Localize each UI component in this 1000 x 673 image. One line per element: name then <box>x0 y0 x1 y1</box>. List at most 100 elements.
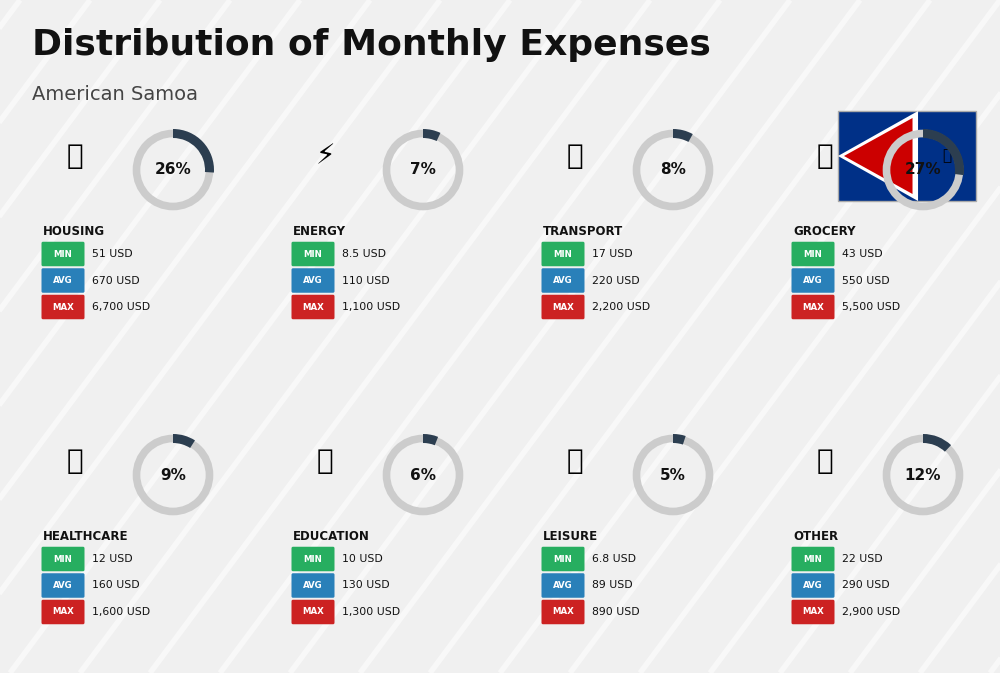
Text: 43 USD: 43 USD <box>842 249 883 259</box>
Text: MAX: MAX <box>52 608 74 616</box>
Polygon shape <box>838 111 918 201</box>
Text: 12 USD: 12 USD <box>92 554 133 564</box>
FancyBboxPatch shape <box>42 600 84 625</box>
Text: MAX: MAX <box>52 302 74 312</box>
Wedge shape <box>423 434 438 446</box>
Text: MIN: MIN <box>304 555 322 563</box>
Text: MIN: MIN <box>554 555 572 563</box>
Text: MAX: MAX <box>302 302 324 312</box>
FancyBboxPatch shape <box>292 573 334 598</box>
Wedge shape <box>173 129 214 172</box>
Text: 51 USD: 51 USD <box>92 249 133 259</box>
Text: AVG: AVG <box>803 581 823 590</box>
Text: 2,900 USD: 2,900 USD <box>842 607 900 617</box>
Text: LEISURE: LEISURE <box>543 530 598 543</box>
Text: 12%: 12% <box>905 468 941 483</box>
Text: HEALTHCARE: HEALTHCARE <box>43 530 128 543</box>
FancyBboxPatch shape <box>42 269 84 293</box>
Text: AVG: AVG <box>303 581 323 590</box>
Polygon shape <box>844 118 913 194</box>
Text: 160 USD: 160 USD <box>92 581 140 590</box>
Text: EDUCATION: EDUCATION <box>293 530 370 543</box>
Text: ⚡: ⚡ <box>315 142 335 170</box>
Text: 7%: 7% <box>410 162 436 178</box>
Text: 110 USD: 110 USD <box>342 275 390 285</box>
FancyBboxPatch shape <box>542 600 585 625</box>
Text: 🩺: 🩺 <box>67 447 83 475</box>
FancyBboxPatch shape <box>542 242 585 267</box>
Wedge shape <box>423 129 440 141</box>
FancyBboxPatch shape <box>292 269 334 293</box>
Text: 2,200 USD: 2,200 USD <box>592 302 650 312</box>
Text: MIN: MIN <box>54 250 72 258</box>
FancyBboxPatch shape <box>838 111 976 201</box>
Text: 670 USD: 670 USD <box>92 275 140 285</box>
Wedge shape <box>673 129 693 142</box>
Text: 27%: 27% <box>905 162 941 178</box>
Text: MIN: MIN <box>804 555 822 563</box>
Text: 9%: 9% <box>160 468 186 483</box>
FancyBboxPatch shape <box>792 546 835 571</box>
FancyBboxPatch shape <box>42 242 84 267</box>
FancyBboxPatch shape <box>292 295 334 319</box>
Text: 130 USD: 130 USD <box>342 581 390 590</box>
FancyBboxPatch shape <box>792 269 835 293</box>
Text: 89 USD: 89 USD <box>592 581 633 590</box>
Text: 🏢: 🏢 <box>67 142 83 170</box>
Text: HOUSING: HOUSING <box>43 225 105 238</box>
Text: Distribution of Monthly Expenses: Distribution of Monthly Expenses <box>32 28 711 62</box>
Text: 1,300 USD: 1,300 USD <box>342 607 400 617</box>
FancyBboxPatch shape <box>42 295 84 319</box>
Text: 🦅: 🦅 <box>942 149 952 164</box>
Text: OTHER: OTHER <box>793 530 838 543</box>
Text: MAX: MAX <box>802 302 824 312</box>
Text: 8.5 USD: 8.5 USD <box>342 249 386 259</box>
Text: 8%: 8% <box>660 162 686 178</box>
FancyBboxPatch shape <box>542 573 585 598</box>
Text: MIN: MIN <box>804 250 822 258</box>
Text: 🎓: 🎓 <box>317 447 333 475</box>
FancyBboxPatch shape <box>792 242 835 267</box>
Text: 6.8 USD: 6.8 USD <box>592 554 636 564</box>
Text: 🛍️: 🛍️ <box>567 447 583 475</box>
Text: MIN: MIN <box>54 555 72 563</box>
Text: 🛒: 🛒 <box>817 142 833 170</box>
Text: ENERGY: ENERGY <box>293 225 346 238</box>
Text: AVG: AVG <box>53 581 73 590</box>
FancyBboxPatch shape <box>292 600 334 625</box>
Text: 290 USD: 290 USD <box>842 581 890 590</box>
FancyBboxPatch shape <box>42 573 84 598</box>
Text: AVG: AVG <box>553 276 573 285</box>
Wedge shape <box>673 434 686 445</box>
FancyBboxPatch shape <box>292 242 334 267</box>
Text: 🚌: 🚌 <box>567 142 583 170</box>
Text: 550 USD: 550 USD <box>842 275 890 285</box>
Text: MIN: MIN <box>554 250 572 258</box>
FancyBboxPatch shape <box>792 295 835 319</box>
FancyBboxPatch shape <box>42 546 84 571</box>
Text: 1,600 USD: 1,600 USD <box>92 607 150 617</box>
Text: 17 USD: 17 USD <box>592 249 633 259</box>
Text: 5,500 USD: 5,500 USD <box>842 302 900 312</box>
Text: AVG: AVG <box>803 276 823 285</box>
Text: 22 USD: 22 USD <box>842 554 883 564</box>
Text: MIN: MIN <box>304 250 322 258</box>
FancyBboxPatch shape <box>542 295 585 319</box>
FancyBboxPatch shape <box>792 600 835 625</box>
FancyBboxPatch shape <box>542 546 585 571</box>
Wedge shape <box>173 434 195 448</box>
Text: 5%: 5% <box>660 468 686 483</box>
Text: MAX: MAX <box>552 302 574 312</box>
Text: 💰: 💰 <box>817 447 833 475</box>
Text: AVG: AVG <box>53 276 73 285</box>
Text: 1,100 USD: 1,100 USD <box>342 302 400 312</box>
Text: 220 USD: 220 USD <box>592 275 640 285</box>
Wedge shape <box>923 434 951 452</box>
Text: 6,700 USD: 6,700 USD <box>92 302 150 312</box>
Text: 6%: 6% <box>410 468 436 483</box>
FancyBboxPatch shape <box>542 269 585 293</box>
Text: 26%: 26% <box>155 162 191 178</box>
Text: American Samoa: American Samoa <box>32 85 198 104</box>
FancyBboxPatch shape <box>792 573 835 598</box>
Text: MAX: MAX <box>552 608 574 616</box>
